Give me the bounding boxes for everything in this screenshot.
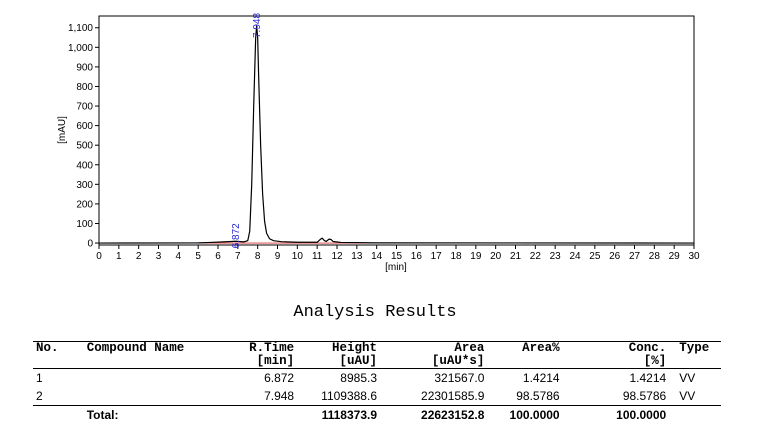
x-tick-label: 24 [569,251,581,262]
y-tick-label: 1,000 [68,43,93,54]
cell-compound [84,387,225,406]
y-tick-label: 700 [76,102,93,113]
col-no: No. [33,341,84,355]
total-area: 22623152.8 [380,405,488,424]
x-tick-label: 30 [688,251,700,262]
x-tick-label: 8 [255,251,261,262]
col-rtime: R.Time [224,341,298,355]
x-tick-label: 11 [312,251,323,262]
plot-frame [98,15,695,246]
cell-rtime: 7.948 [264,389,295,403]
y-axis-label: [mAU] [57,116,68,144]
cell-no: 2 [36,389,43,403]
y-tick-label: 500 [76,141,93,152]
table-row: 1 6.872 8985.3 321567.0 1.4214 1.4214 VV [33,369,721,388]
chromatogram-chart: 0 1 2 3 4 5 6 7 8 9 10 11 12 13 14 15 16 17 18 19 20 21 22 23 24… [57,13,700,273]
y-tick-label: 400 [76,160,93,171]
x-tick-label: 28 [649,251,661,262]
y-tick-label: 1,100 [68,23,93,34]
x-tick-label: 4 [176,251,182,262]
peak-label: 7.948 [252,13,263,38]
col-compound: Compound Name [83,341,225,355]
x-tick-label: 10 [292,251,304,262]
x-tick-label: 20 [490,251,502,262]
x-tick-label: 19 [470,251,482,262]
total-conc: 100.0000 [562,405,670,424]
cell-conc: 1.4214 [629,371,667,385]
x-tick-label: 13 [351,251,363,262]
x-tick-label: 23 [550,251,562,262]
results-table: No. Compound Name R.Time Height Area Are… [33,341,721,424]
cell-type: VV [679,371,696,385]
cell-compound [84,369,225,388]
x-tick-label: 27 [629,251,641,262]
chromatogram-line [98,25,695,244]
x-tick-label: 3 [156,251,162,262]
cell-no: 1 [36,371,43,385]
y-tick-label: 0 [87,239,93,250]
col-area-pct: Area% [487,341,563,355]
cell-height: 1109388.6 [321,389,377,403]
x-tick-label: 29 [669,251,681,262]
table-row: 2 7.948 1109388.6 22301585.9 98.5786 98.… [33,387,721,406]
x-tick-label: 21 [510,251,522,262]
x-tick-label: 15 [391,251,403,262]
y-tick-label: 900 [76,62,93,73]
x-tick-label: 5 [195,251,201,262]
col-height-unit: [uAU] [297,355,380,369]
y-tick-label: 300 [76,180,93,191]
x-tick-label: 9 [275,251,281,262]
col-area-unit: [uAU*s] [380,355,488,369]
cell-height: 8985.3 [340,371,377,385]
results-title: Analysis Results [293,303,457,322]
x-tick-label: 26 [609,251,621,262]
x-tick-label: 2 [136,251,142,262]
x-tick-label: 1 [116,251,122,262]
cell-rtime: 6.872 [264,371,295,385]
cell-area: 22301585.9 [421,389,485,403]
total-label: Total: [83,405,225,424]
col-area: Area [380,341,488,355]
cell-area-pct: 1.4214 [522,371,560,385]
cell-type: VV [679,389,696,403]
total-height: 1118373.9 [297,405,380,424]
y-tick-label: 600 [76,121,93,132]
cell-conc: 98.5786 [622,389,667,403]
col-height: Height [297,341,380,355]
total-area-pct: 100.0000 [487,405,563,424]
x-tick-label: 12 [331,251,343,262]
x-tick-label: 14 [371,251,383,262]
x-tick-label: 25 [589,251,601,262]
peak-label: 6.872 [231,223,242,248]
col-conc: Conc. [562,341,670,355]
x-tick-label: 16 [411,251,423,262]
x-tick-label: 22 [530,251,542,262]
y-tick-label: 800 [76,82,93,93]
col-type: Type [669,341,721,355]
x-tick-label: 17 [431,251,443,262]
x-tick-label: 7 [235,251,241,262]
x-axis-label: [min] [385,262,407,273]
cell-area: 321567.0 [434,371,485,385]
col-conc-unit: [%] [562,355,670,369]
total-row: Total: 1118373.9 22623152.8 100.0000 100… [33,405,721,424]
y-tick-label: 200 [76,199,93,210]
cell-area-pct: 98.5786 [516,389,560,403]
y-tick-label: 100 [76,219,93,230]
col-rtime-unit: [min] [224,355,298,369]
x-tick-label: 0 [96,251,102,262]
x-tick-label: 18 [450,251,462,262]
x-tick-label: 6 [215,251,221,262]
